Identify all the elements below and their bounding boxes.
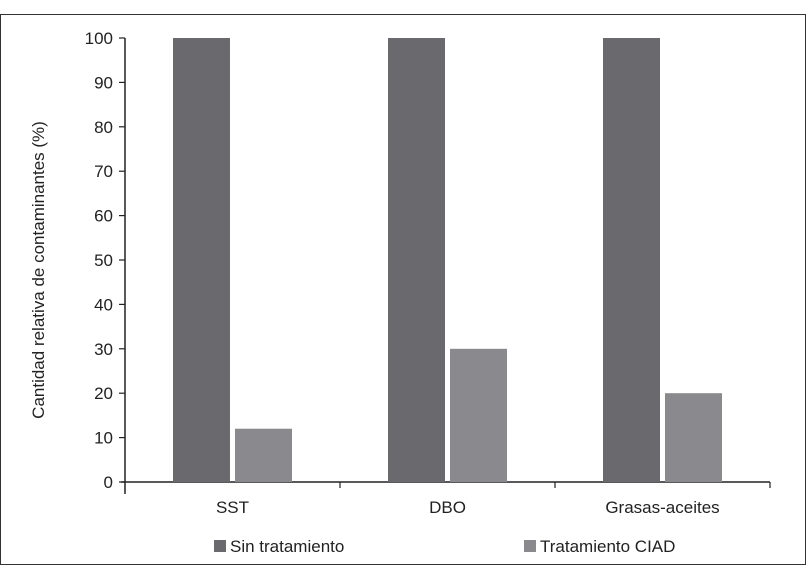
y-tick-label: 70 <box>94 162 113 181</box>
x-tick-label: SST <box>216 498 249 517</box>
legend-label-0: Sin tratamiento <box>230 537 344 556</box>
y-tick-label: 40 <box>94 295 113 314</box>
bar-0-0 <box>173 38 230 482</box>
y-tick-label: 60 <box>94 207 113 226</box>
y-tick-label: 90 <box>94 73 113 92</box>
y-tick-label: 50 <box>94 251 113 270</box>
y-ticks: 0 10 20 30 40 50 60 70 80 90 100 <box>85 29 125 492</box>
x-tick-label: DBO <box>429 498 466 517</box>
bar-1-0 <box>235 428 292 482</box>
legend: Sin tratamiento Tratamiento CIAD <box>214 537 675 556</box>
y-tick-label: 30 <box>94 340 113 359</box>
y-axis-label: Cantidad relativa de contaminantes (%) <box>29 121 48 419</box>
y-tick-label: 10 <box>94 429 113 448</box>
bar-1-1 <box>450 348 507 482</box>
legend-swatch-1 <box>524 540 536 552</box>
legend-swatch-0 <box>214 540 226 552</box>
x-tick-label: Grasas-aceites <box>605 498 719 517</box>
y-tick-label: 0 <box>104 473 113 492</box>
y-tick-label: 100 <box>85 29 113 48</box>
bar-0-2 <box>603 38 660 482</box>
bars <box>173 38 722 482</box>
y-tick-label: 20 <box>94 384 113 403</box>
legend-label-1: Tratamiento CIAD <box>540 537 675 556</box>
y-tick-label: 80 <box>94 118 113 137</box>
bar-0-1 <box>388 38 445 482</box>
x-tick-labels: SST DBO Grasas-aceites <box>216 482 771 517</box>
bar-1-2 <box>665 393 722 482</box>
